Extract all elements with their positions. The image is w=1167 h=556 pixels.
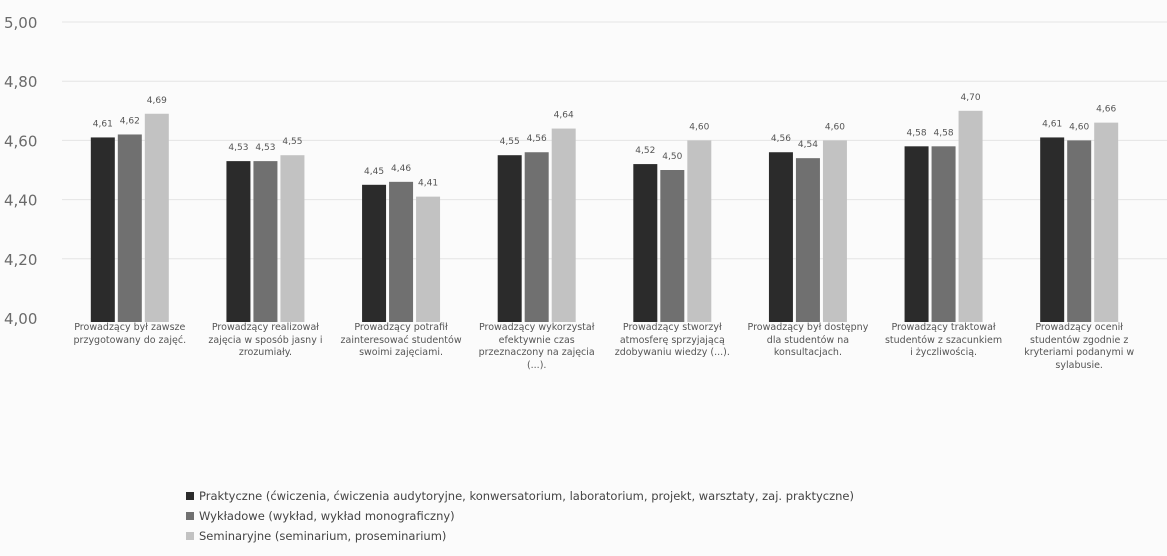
legend-label-praktyczne: Praktyczne (ćwiczenia, ćwiczenia audytor… bbox=[199, 489, 854, 503]
x-tick-label: Prowadzący wykorzystał efektywnie czas p… bbox=[478, 322, 595, 371]
bar bbox=[822, 140, 847, 322]
bar bbox=[633, 164, 658, 322]
data-label: 4,55 bbox=[500, 137, 520, 147]
x-tick-label: Prowadzący potrafił zainteresować studen… bbox=[340, 322, 462, 358]
bar bbox=[1094, 122, 1119, 322]
legend-label-seminaryjne: Seminaryjne (seminarium, proseminarium) bbox=[199, 529, 447, 543]
bar bbox=[497, 155, 522, 322]
y-tick-label: 4,40 bbox=[4, 192, 37, 210]
bar bbox=[524, 152, 549, 322]
bar bbox=[362, 184, 387, 322]
data-label: 4,46 bbox=[391, 164, 411, 174]
y-tick-label: 5,00 bbox=[4, 14, 37, 32]
data-label: 4,56 bbox=[771, 134, 791, 144]
bar-chart: 4,00 4,20 4,40 4,60 4,80 5,00 4,61 4,62 4,69 4,53… bbox=[4, 14, 1167, 328]
legend-swatch-wykladowe bbox=[186, 512, 194, 520]
data-label: 4,66 bbox=[1096, 105, 1116, 115]
data-label: 4,54 bbox=[798, 140, 818, 150]
bar bbox=[795, 158, 820, 322]
bar bbox=[1067, 140, 1092, 322]
data-label: 4,58 bbox=[907, 128, 927, 138]
data-label: 4,50 bbox=[662, 152, 682, 162]
y-tick-label: 4,20 bbox=[4, 251, 37, 269]
bar bbox=[280, 155, 305, 322]
x-tick-label: Prowadzący traktował studentów z szacunk… bbox=[884, 322, 1003, 358]
data-label: 4,64 bbox=[554, 111, 574, 121]
x-tick-label: Prowadzący był dostępny dla studentów na… bbox=[747, 322, 869, 358]
data-label: 4,60 bbox=[825, 122, 845, 132]
x-tick-label: Prowadzący był zawsze przygotowany do za… bbox=[73, 322, 187, 346]
y-tick-label: 4,00 bbox=[4, 310, 37, 328]
y-tick-label: 4,60 bbox=[4, 132, 37, 150]
data-label: 4,55 bbox=[282, 137, 302, 147]
data-label: 4,45 bbox=[364, 167, 384, 177]
data-label: 4,53 bbox=[228, 143, 248, 153]
bar bbox=[958, 110, 983, 322]
x-tick-label: Prowadzący stworzył atmosferę sprzyjając… bbox=[614, 322, 730, 358]
bar bbox=[931, 146, 956, 322]
data-label: 4,56 bbox=[527, 134, 547, 144]
x-tick-label: Prowadzący realizował zajęcia w sposób j… bbox=[208, 322, 323, 358]
bar bbox=[144, 113, 169, 322]
bar bbox=[687, 140, 712, 322]
data-label: 4,62 bbox=[120, 116, 140, 126]
bar bbox=[551, 128, 576, 322]
bar bbox=[768, 152, 793, 322]
data-label: 4,69 bbox=[147, 96, 167, 106]
legend-item-praktyczne: Praktyczne (ćwiczenia, ćwiczenia audytor… bbox=[186, 486, 854, 506]
legend: Praktyczne (ćwiczenia, ćwiczenia audytor… bbox=[186, 486, 854, 546]
data-label: 4,60 bbox=[689, 122, 709, 132]
bar bbox=[389, 181, 414, 322]
legend-item-seminaryjne: Seminaryjne (seminarium, proseminarium) bbox=[186, 526, 854, 546]
bar bbox=[416, 196, 441, 322]
data-label: 4,70 bbox=[961, 93, 981, 103]
bar bbox=[90, 137, 115, 322]
bar bbox=[253, 161, 278, 322]
bar bbox=[904, 146, 929, 322]
bar bbox=[660, 170, 685, 322]
legend-swatch-praktyczne bbox=[186, 492, 194, 500]
data-label: 4,61 bbox=[1042, 119, 1062, 129]
legend-item-wykladowe: Wykładowe (wykład, wykład monograficzny) bbox=[186, 506, 854, 526]
data-label: 4,41 bbox=[418, 179, 438, 189]
legend-label-wykladowe: Wykładowe (wykład, wykład monograficzny) bbox=[199, 509, 455, 523]
x-tick-label: Prowadzący ocenił studentów zgodnie z kr… bbox=[1024, 322, 1135, 371]
bar bbox=[1040, 137, 1065, 322]
data-label: 4,53 bbox=[255, 143, 275, 153]
bar bbox=[226, 161, 251, 322]
y-tick-label: 4,80 bbox=[4, 73, 37, 91]
data-label: 4,60 bbox=[1069, 122, 1089, 132]
bar bbox=[117, 134, 142, 322]
legend-swatch-seminaryjne bbox=[186, 532, 194, 540]
data-label: 4,58 bbox=[934, 128, 954, 138]
data-label: 4,61 bbox=[93, 119, 113, 129]
data-label: 4,52 bbox=[635, 146, 655, 156]
